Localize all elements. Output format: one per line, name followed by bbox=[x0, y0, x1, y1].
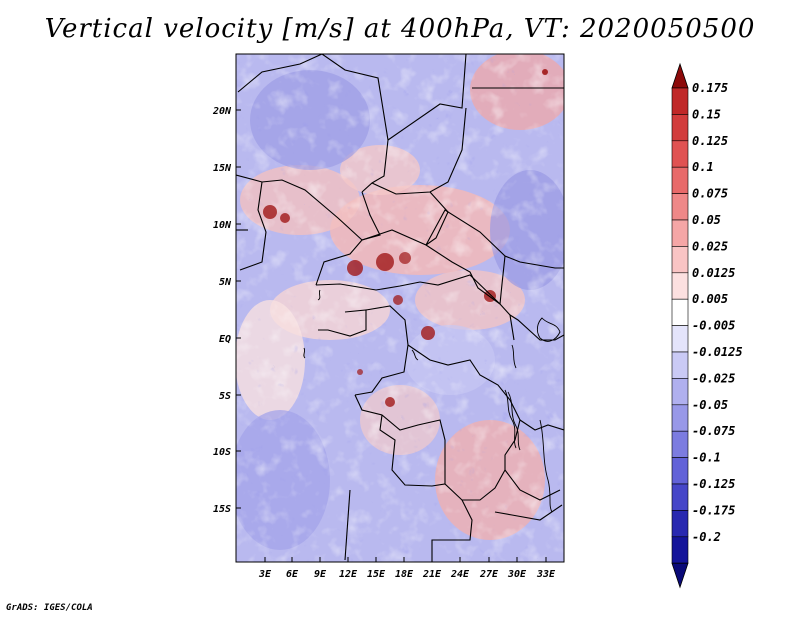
colorbar-label: -0.025 bbox=[692, 371, 735, 385]
lat-tick-label: 15S bbox=[213, 504, 231, 515]
colorbar-label: -0.175 bbox=[692, 503, 735, 517]
chart-title: Vertical velocity [m/s] at 400hPa, VT: 2… bbox=[44, 14, 756, 44]
lon-tick-label: 6E bbox=[286, 569, 299, 580]
colorbar-label: 0.025 bbox=[692, 239, 728, 253]
colorbar-label: 0.175 bbox=[692, 81, 728, 95]
lakes bbox=[303, 289, 561, 513]
lon-tick-label: 3E bbox=[258, 569, 272, 580]
lat-tick-label: 10N bbox=[213, 220, 232, 231]
colorbar-label: 0.0125 bbox=[692, 266, 735, 280]
colorbar-swatch bbox=[671, 325, 689, 353]
lon-tick-label: 30E bbox=[507, 569, 527, 580]
credit-text: GrADS: IGES/COLA bbox=[6, 603, 93, 613]
lon-tick-label: 9E bbox=[314, 569, 327, 580]
colorbar-label: 0.005 bbox=[692, 292, 728, 306]
lon-tick-label: 18E bbox=[395, 569, 414, 580]
colorbar-label: -0.125 bbox=[692, 477, 735, 491]
longitude-axis: 3E 6E 9E 12E 15E 18E 21E 24E 27E 30E 33E bbox=[258, 557, 556, 580]
colorbar-label: -0.05 bbox=[692, 398, 728, 412]
country-boundaries bbox=[236, 54, 564, 562]
lat-tick-label: 20N bbox=[212, 106, 232, 117]
latitude-axis: 20N 15N 10N 5N EQ 5S 10S 15S bbox=[212, 106, 241, 515]
lat-tick-label: 15N bbox=[213, 163, 232, 174]
colorbar-swatch bbox=[671, 430, 689, 458]
colorbar-bottom-arrow bbox=[671, 562, 689, 589]
lat-tick-label: 5S bbox=[219, 391, 231, 402]
lat-tick-label: 5N bbox=[219, 277, 232, 288]
lon-tick-label: 27E bbox=[479, 569, 499, 580]
colorbar-swatch bbox=[671, 140, 689, 168]
lon-tick-label: 15E bbox=[367, 569, 386, 580]
lon-tick-label: 33E bbox=[536, 569, 556, 580]
lat-tick-label: EQ bbox=[219, 334, 231, 345]
colorbar-swatch bbox=[671, 378, 689, 406]
colorbar-swatch bbox=[671, 351, 689, 379]
colorbar-label: 0.15 bbox=[692, 107, 721, 121]
colorbar-label: 0.05 bbox=[692, 213, 721, 227]
colorbar-label: 0.075 bbox=[692, 187, 728, 201]
colorbar-swatch bbox=[671, 457, 689, 485]
colorbar-label: 0.1 bbox=[692, 160, 714, 174]
colorbar-label: -0.1 bbox=[692, 451, 721, 465]
lon-tick-label: 21E bbox=[422, 569, 442, 580]
colorbar-label: 0.125 bbox=[692, 134, 728, 148]
colorbar-swatch bbox=[671, 298, 689, 326]
colorbar-swatch bbox=[671, 483, 689, 511]
colorbar-top-arrow bbox=[671, 62, 689, 89]
colorbar-swatch bbox=[671, 246, 689, 274]
colorbar-swatch bbox=[671, 219, 689, 247]
colorbar-swatch bbox=[671, 272, 689, 300]
colorbar-swatch bbox=[671, 114, 689, 142]
map-frame bbox=[235, 53, 565, 563]
colorbar-swatch bbox=[671, 87, 689, 115]
lat-tick-label: 10S bbox=[213, 447, 231, 458]
colorbar-swatch bbox=[671, 404, 689, 432]
colorbar-swatch bbox=[671, 193, 689, 221]
colorbar-swatch bbox=[671, 166, 689, 194]
colorbar-swatch bbox=[671, 536, 689, 564]
colorbar-label: -0.075 bbox=[692, 424, 735, 438]
colorbar-label: -0.0125 bbox=[692, 345, 743, 359]
map-plot-area bbox=[236, 54, 564, 562]
lon-tick-label: 24E bbox=[450, 569, 470, 580]
colorbar-label: -0.2 bbox=[692, 530, 721, 544]
lon-tick-label: 12E bbox=[339, 569, 358, 580]
colorbar: 0.175 0.15 0.125 0.1 0.075 0.05 0.025 0.0125 0.0… bbox=[671, 62, 743, 589]
colorbar-swatch bbox=[671, 510, 689, 538]
strong-updraft-cells bbox=[263, 69, 548, 407]
colorbar-label: -0.005 bbox=[692, 319, 735, 333]
